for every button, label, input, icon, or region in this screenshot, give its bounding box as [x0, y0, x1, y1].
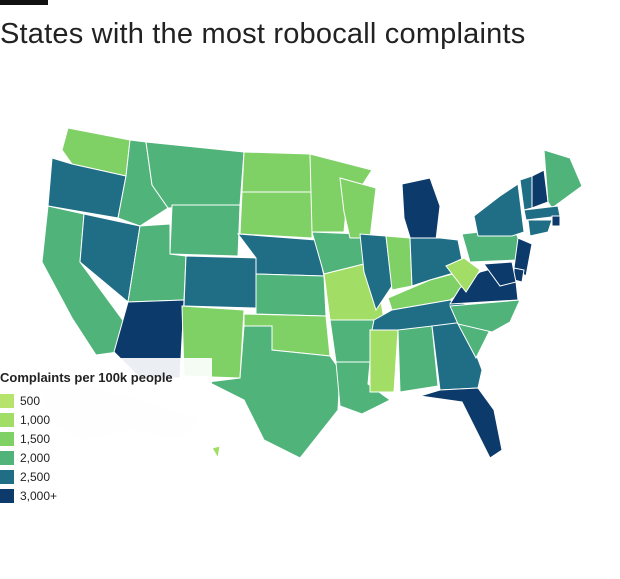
state-nj — [513, 237, 533, 277]
state-il — [359, 233, 393, 312]
state-nd — [241, 151, 313, 193]
state-wi — [339, 177, 377, 239]
legend-item-1500: 1,500 — [0, 432, 50, 446]
state-co — [183, 255, 259, 309]
legend-item-500: 500 — [0, 394, 40, 408]
legend-swatch — [0, 470, 14, 484]
legend-label: 3,000+ — [20, 489, 58, 503]
legend-label: 2,000 — [20, 451, 51, 465]
state-tx — [206, 325, 341, 459]
state-mn — [309, 153, 373, 233]
state-ri — [551, 215, 561, 227]
legend-swatch — [0, 432, 14, 446]
legend-swatch — [0, 451, 14, 465]
state-me — [543, 149, 583, 209]
state-md — [483, 261, 517, 287]
legend-label: 500 — [20, 394, 41, 408]
state-ct — [527, 219, 553, 237]
state-al — [397, 325, 439, 393]
state-vt — [519, 175, 533, 211]
state-sd — [239, 191, 313, 239]
legend-swatch — [0, 413, 14, 427]
state-mt — [145, 141, 245, 209]
legend-title: Complaints per 100k people — [0, 370, 173, 385]
legend-item-3000-plus: 3,000+ — [0, 489, 57, 503]
legend-label: 1,000 — [20, 413, 51, 427]
accent-bar — [0, 0, 48, 5]
state-wy — [169, 204, 241, 257]
state-ny — [473, 183, 525, 237]
state-mi — [401, 177, 441, 245]
state-fl — [419, 387, 503, 459]
legend-label: 1,500 — [20, 432, 51, 446]
legend: Complaints per 100k people 500 1,000 1,5… — [0, 358, 212, 506]
page-title: States with the most robocall complaints — [0, 18, 526, 50]
state-wv — [445, 257, 481, 293]
state-ks — [255, 273, 327, 317]
legend-item-2000: 2,000 — [0, 451, 50, 465]
state-hi — [211, 445, 221, 460]
state-ms — [369, 329, 399, 393]
state-ar — [329, 319, 375, 363]
legend-item-1000: 1,000 — [0, 413, 50, 427]
legend-item-2500: 2,500 — [0, 470, 50, 484]
legend-label: 2,500 — [20, 470, 51, 484]
legend-swatch — [0, 394, 14, 408]
legend-swatch — [0, 489, 14, 503]
